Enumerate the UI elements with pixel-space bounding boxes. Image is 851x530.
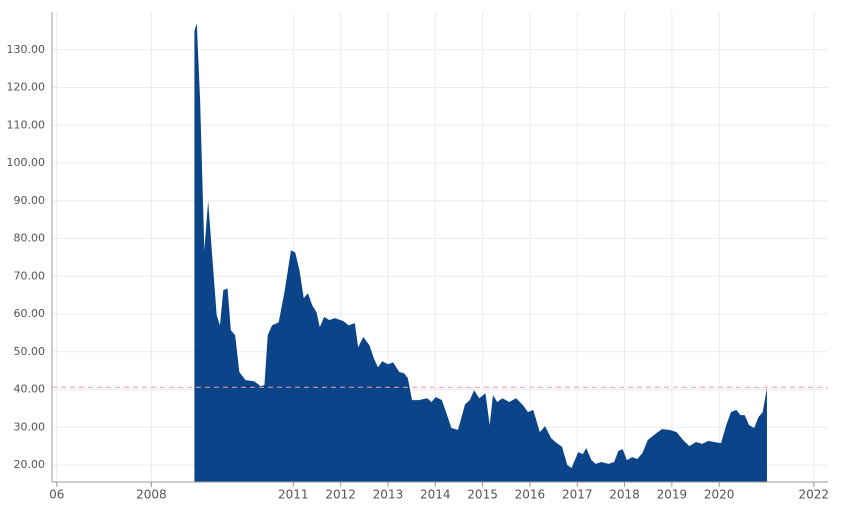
x-tick-label: 2013 [373, 488, 404, 502]
x-tick-label: 2018 [609, 488, 640, 502]
y-tick-label: 30.00 [14, 420, 46, 433]
y-tick-label: 120.00 [7, 81, 46, 94]
y-tick-label: 130.00 [7, 43, 46, 56]
y-tick-label: 70.00 [14, 269, 46, 282]
y-tick-label: 110.00 [7, 118, 46, 131]
y-tick-label: 100.00 [7, 156, 46, 169]
y-tick-label: 60.00 [14, 307, 46, 320]
x-tick-label: 2015 [467, 488, 498, 502]
x-tick-label: 2011 [278, 488, 309, 502]
x-tick-label: 2008 [136, 488, 167, 502]
y-tick-label: 80.00 [14, 232, 46, 245]
x-tick-label: 06 [49, 488, 64, 502]
y-tick-label: 50.00 [14, 345, 46, 358]
x-tick-label: 2014 [420, 488, 451, 502]
x-tick-label: 2020 [704, 488, 735, 502]
x-tick-label: 2019 [657, 488, 688, 502]
y-tick-label: 90.00 [14, 194, 46, 207]
x-tick-label: 2012 [325, 488, 356, 502]
x-tick-label: 2017 [562, 488, 593, 502]
area [194, 23, 767, 482]
x-tick-label: 2022 [799, 488, 830, 502]
y-tick-label: 40.00 [14, 383, 46, 396]
y-tick-label: 20.00 [14, 458, 46, 471]
x-tick-label: 2016 [515, 488, 546, 502]
